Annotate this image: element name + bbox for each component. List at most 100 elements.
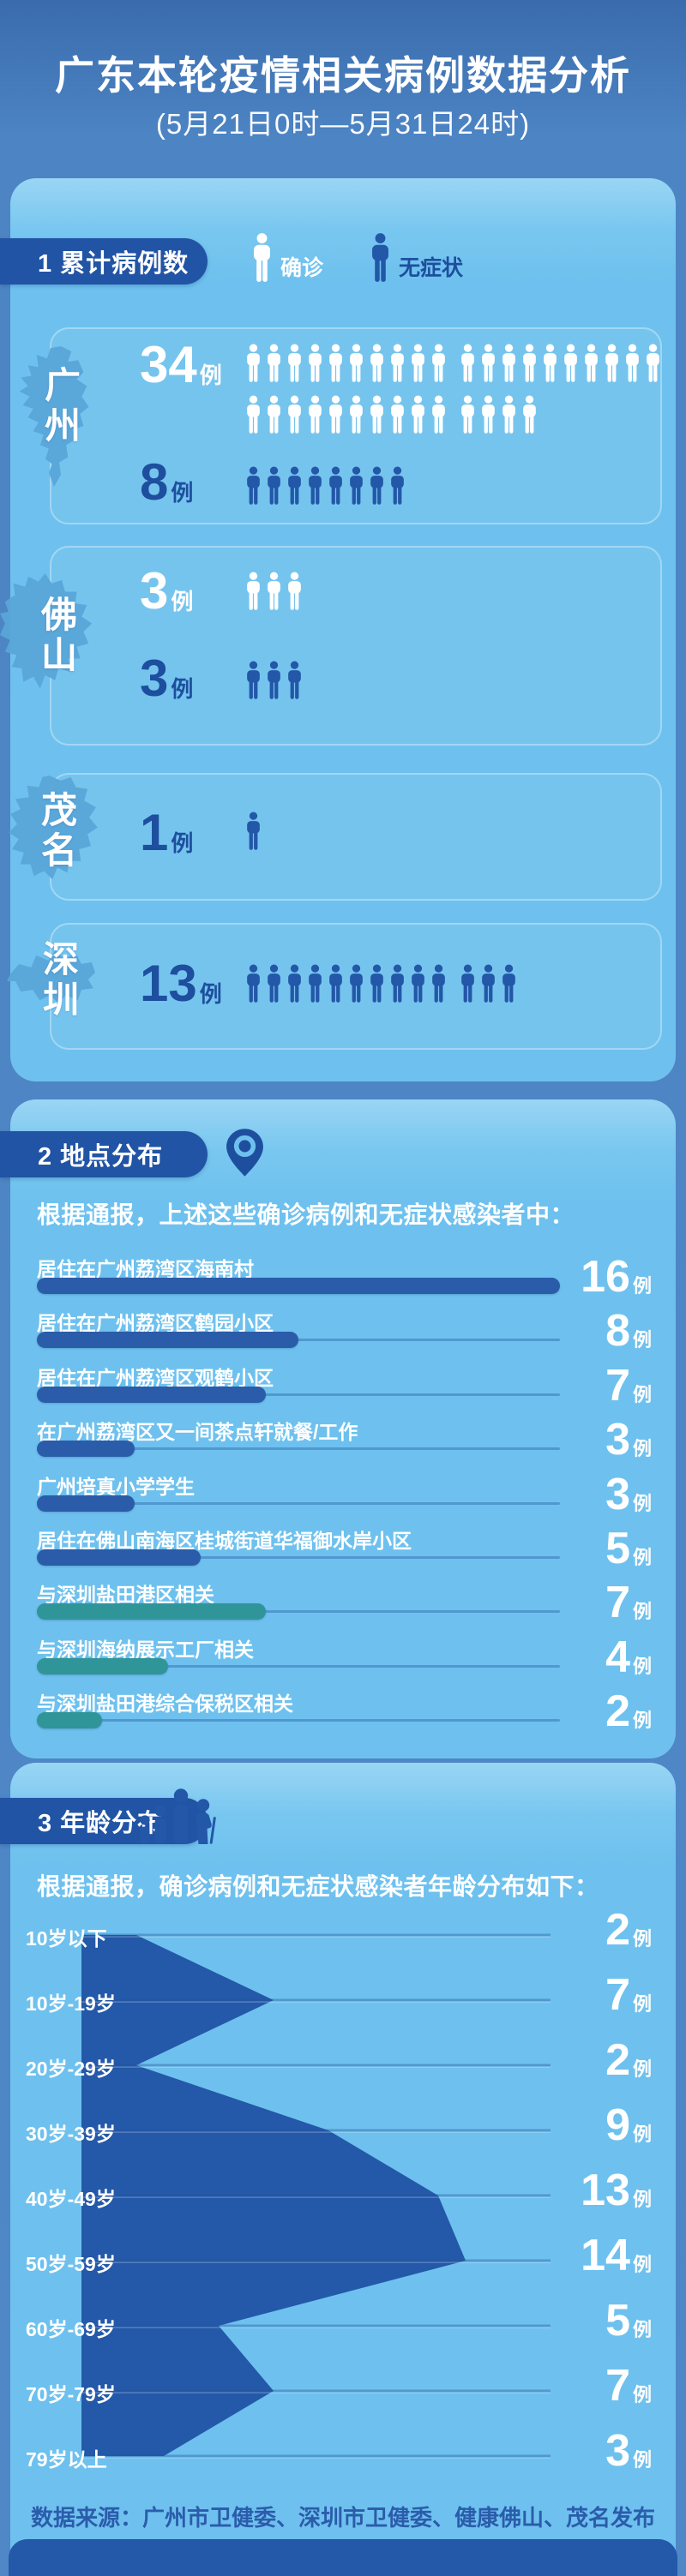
data-source-note: 数据来源：广州市卫健委、深圳市卫健委、健康佛山、茂名发布	[30, 2505, 655, 2531]
person-icon-confirmed	[368, 341, 386, 386]
person-icon-confirmed	[265, 392, 283, 437]
person-icons-shenzhen-asymptomatic	[244, 962, 669, 1013]
location-bar	[37, 1603, 266, 1620]
person-icon-confirmed	[603, 341, 621, 386]
person-icon-confirmed	[521, 341, 539, 386]
section-3-header: 3 年龄分布	[0, 1798, 208, 1844]
location-label: 与深圳盐田港综合保税区相关	[37, 1692, 293, 1715]
age-group-label: 30岁-39岁	[26, 2123, 116, 2145]
city-card-foshan	[50, 546, 662, 746]
age-group-value: 14 例	[581, 2231, 652, 2280]
person-icon-asymptomatic	[388, 962, 406, 1006]
person-icon-asymptomatic	[286, 464, 304, 508]
person-icon-confirmed	[250, 232, 274, 284]
person-icon-confirmed	[500, 392, 518, 437]
person-icon-asymptomatic	[306, 962, 324, 1006]
city-card-shenzhen	[50, 923, 662, 1050]
legend-asymptomatic-label: 无症状	[399, 256, 464, 280]
bar-track	[37, 1610, 560, 1613]
location-label: 居住在广州荔湾区海南村	[37, 1258, 254, 1280]
location-label: 广州培真小学学生	[37, 1476, 195, 1498]
maoming-map-silhouette	[7, 774, 99, 887]
person-icon-confirmed	[459, 392, 477, 437]
location-pin-icon	[225, 1128, 265, 1177]
person-icon-asymptomatic	[265, 658, 283, 703]
person-icon-asymptomatic	[327, 464, 345, 508]
family-icons	[137, 1772, 223, 1844]
person-icon-confirmed	[582, 341, 600, 386]
age-funnel-svg	[0, 1920, 686, 2485]
person-icon-confirmed	[265, 341, 283, 386]
person-icon-confirmed	[244, 392, 262, 437]
city-name-foshan: 佛山	[41, 595, 78, 675]
person-icon-asymptomatic	[327, 962, 345, 1006]
location-bar	[37, 1441, 135, 1457]
location-bar	[37, 1658, 168, 1674]
person-icon-asymptomatic	[459, 962, 477, 1006]
age-group-label: 60岁-69岁	[26, 2318, 116, 2340]
person-icons-guangzhou-confirmed	[244, 341, 669, 444]
bar-track	[37, 1556, 560, 1559]
city-name-maoming: 茂名	[41, 790, 78, 871]
location-bar	[37, 1712, 102, 1728]
age-group-label: 10岁-19岁	[26, 1992, 116, 2015]
person-icon-confirmed	[541, 341, 559, 386]
person-icon-confirmed	[347, 392, 365, 437]
person-icon-asymptomatic	[265, 962, 283, 1006]
age-group-label: 40岁-49岁	[26, 2188, 116, 2210]
person-icon-asymptomatic	[369, 232, 392, 284]
bar-track	[37, 1339, 560, 1341]
person-icon-asymptomatic	[368, 962, 386, 1006]
person-icon-asymptomatic	[347, 962, 365, 1006]
case-count-shenzhen-asymptomatic: 13 例	[140, 955, 222, 1012]
person-icon-confirmed	[430, 392, 448, 437]
person-icon-asymptomatic	[347, 464, 365, 508]
legend-confirmed-label: 确诊	[280, 256, 324, 280]
location-label: 居住在广州荔湾区观鹤小区	[37, 1367, 274, 1389]
person-icon-confirmed	[368, 392, 386, 437]
section-3-intro: 根据通报，确诊病例和无症状感染者年龄分布如下：	[37, 1873, 599, 1900]
section-1-header: 1 累计病例数	[0, 238, 208, 285]
person-icon-confirmed	[327, 392, 345, 437]
bar-track	[37, 1719, 560, 1722]
location-label: 在广州荔湾区又一间茶点轩就餐/工作	[37, 1421, 358, 1443]
person-icon-confirmed	[265, 569, 283, 614]
person-icon-asymptomatic	[368, 464, 386, 508]
section-1-title: 1 累计病例数	[38, 250, 190, 278]
person-icon-asymptomatic	[430, 962, 448, 1006]
person-icon-asymptomatic	[500, 962, 518, 1006]
location-label: 居住在广州荔湾区鹤园小区	[37, 1312, 274, 1334]
section-2-intro: 根据通报，上述这些确诊病例和无症状感染者中：	[37, 1201, 575, 1228]
person-icon-confirmed	[286, 392, 304, 437]
location-bar	[37, 1278, 560, 1294]
person-icon-confirmed	[409, 392, 427, 437]
person-icon-confirmed	[347, 341, 365, 386]
location-bar	[37, 1332, 298, 1348]
person-icon-confirmed	[388, 392, 406, 437]
person-icon-confirmed	[644, 341, 662, 386]
section-2-title: 2 地点分布	[38, 1143, 164, 1171]
age-group-label: 50岁-59岁	[26, 2253, 116, 2275]
person-icon-asymptomatic	[244, 464, 262, 508]
bar-track	[37, 1502, 560, 1505]
person-icon-asymptomatic	[265, 464, 283, 508]
age-group-label: 70岁-79岁	[26, 2383, 116, 2405]
section-2-header: 2 地点分布	[0, 1131, 208, 1177]
